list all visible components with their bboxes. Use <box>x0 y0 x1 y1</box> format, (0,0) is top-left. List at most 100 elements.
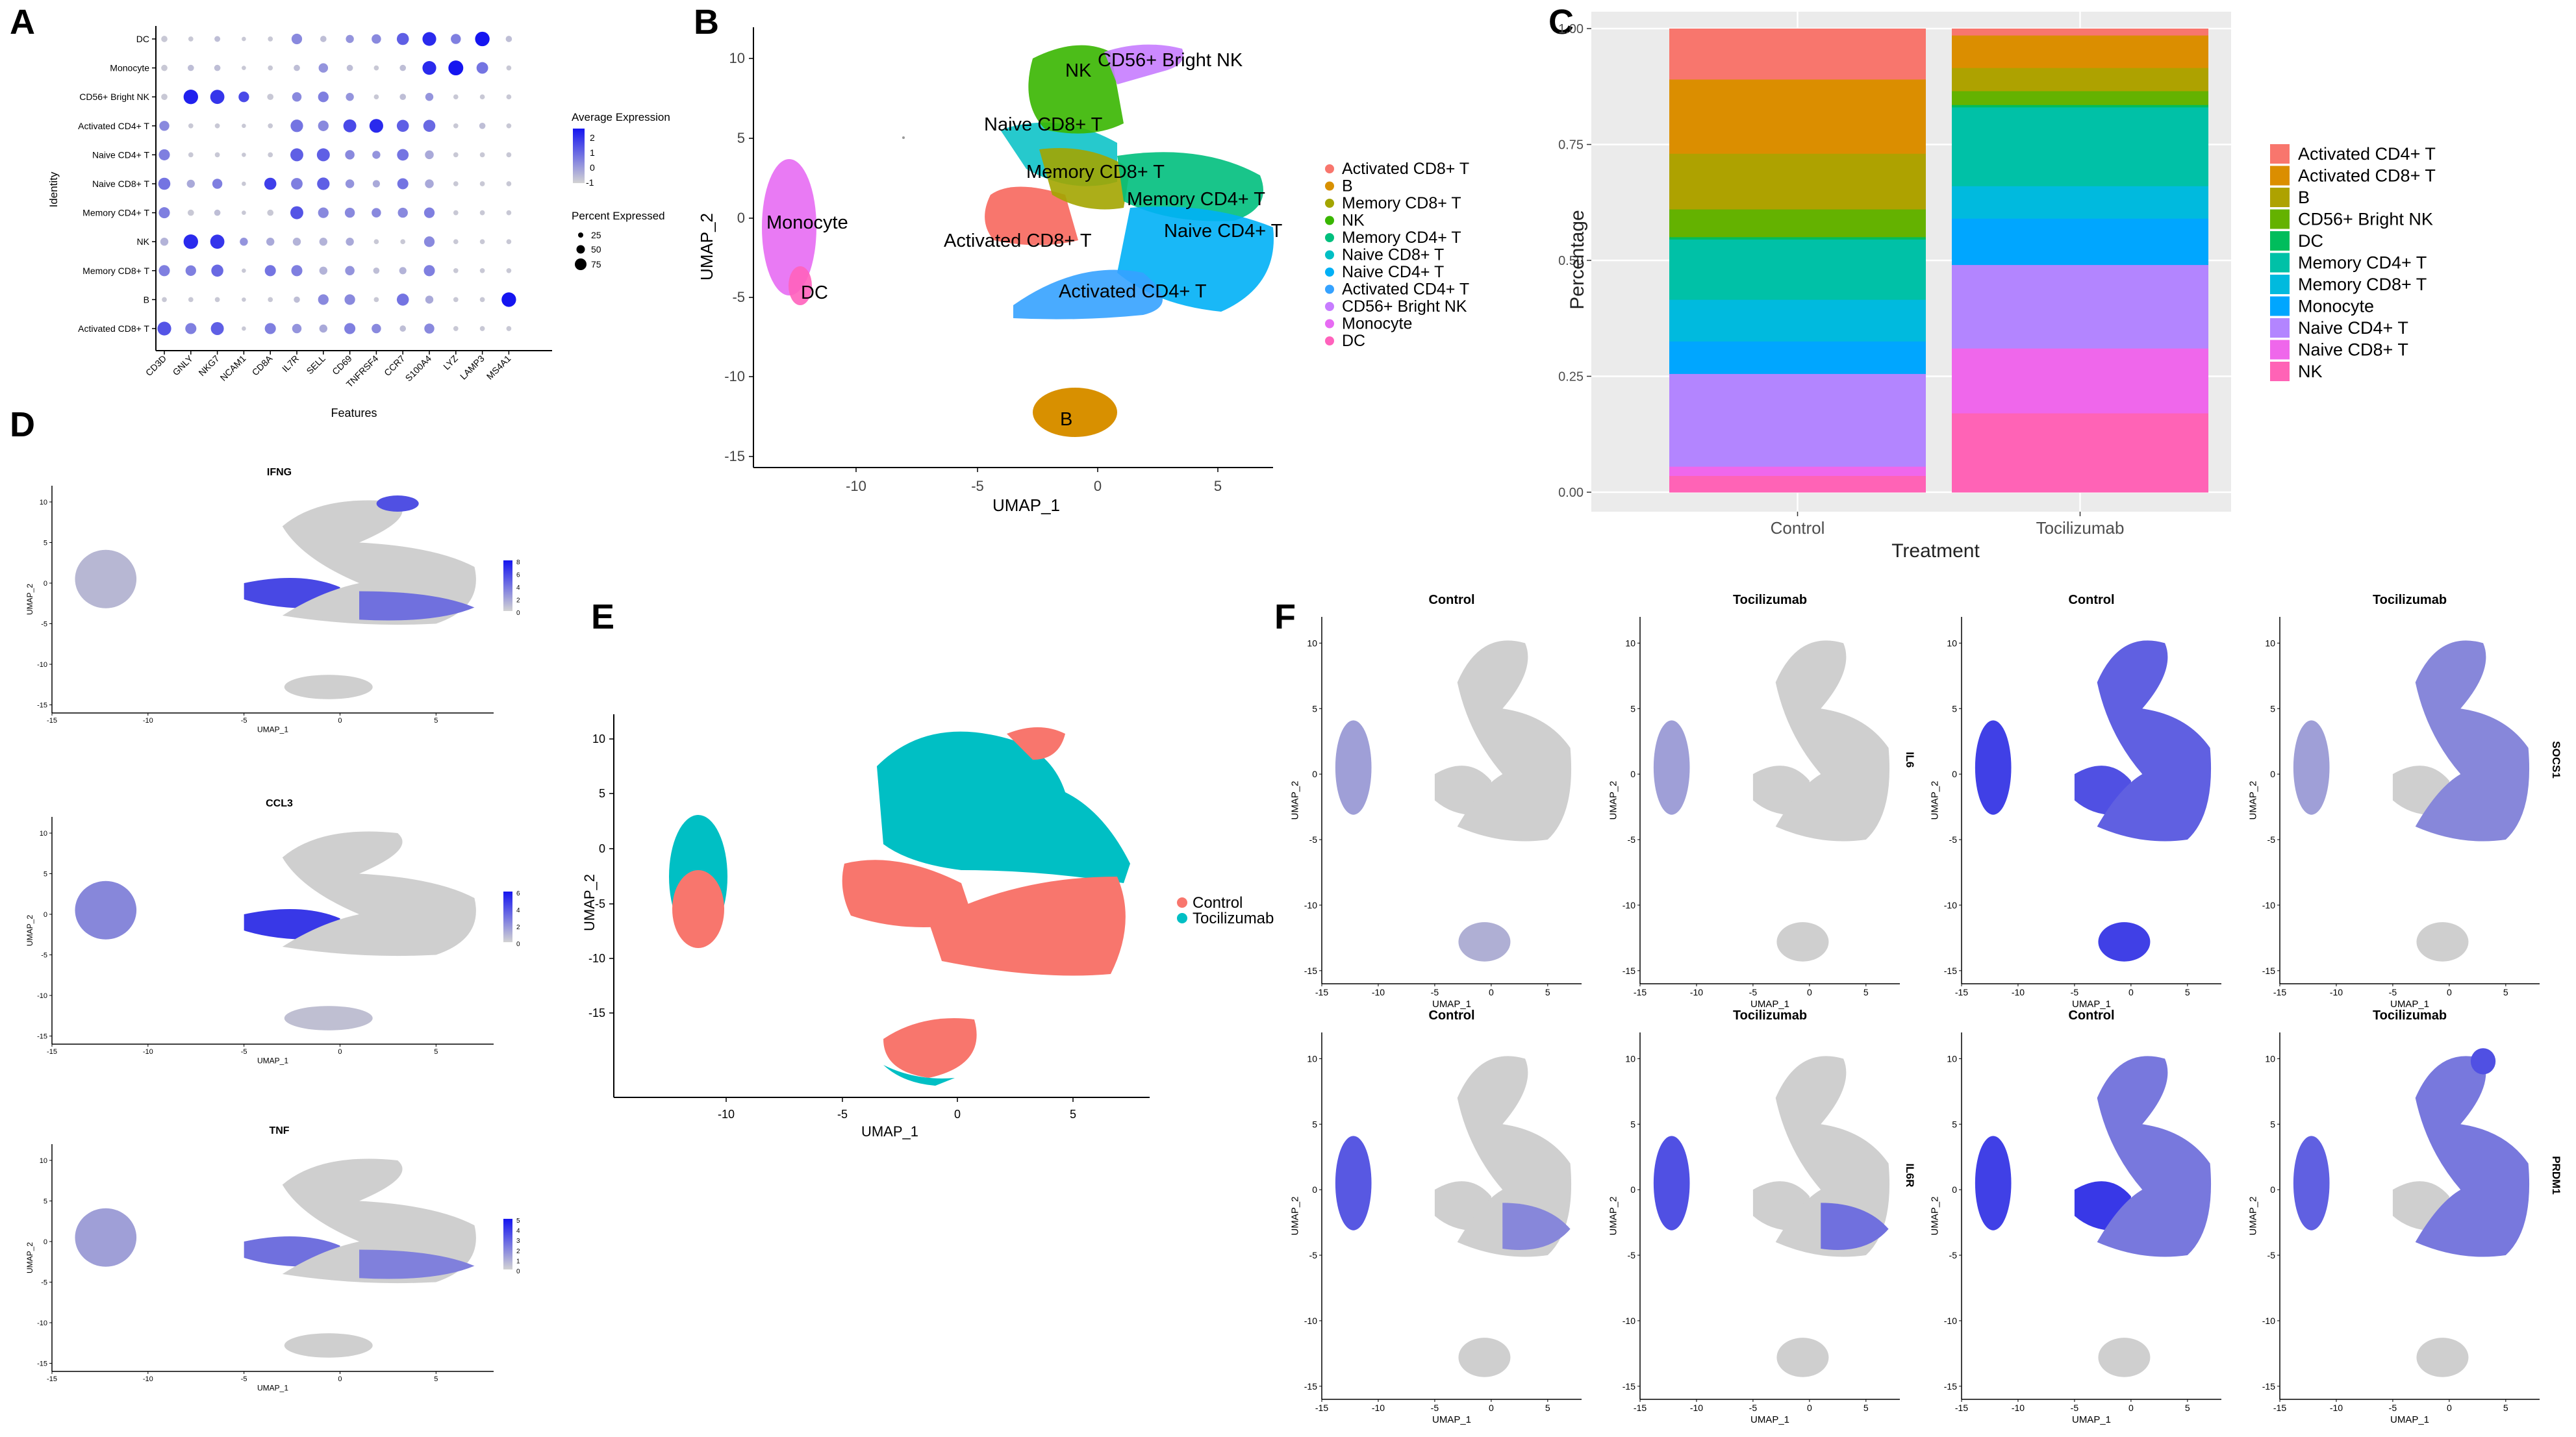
dot-activated-cd8-t-il7r <box>292 323 302 334</box>
axis-ylabel: UMAP_2 <box>1608 1196 1619 1235</box>
dot-monocyte-ccr7 <box>399 64 407 71</box>
identity-label: CD56+ Bright NK <box>79 92 149 102</box>
axis-tick-label: 0 <box>2447 987 2452 997</box>
colorbar-tick: 4 <box>516 1228 520 1235</box>
cluster-activated-cd4t <box>1013 269 1163 319</box>
axis-tick-label: 5 <box>434 1375 438 1383</box>
legend-c-key <box>2270 209 2290 229</box>
axis-ylabel: UMAP_2 <box>25 584 34 615</box>
umap-cell-cloud <box>1653 720 1690 815</box>
colorbar-tick: 2 <box>516 597 520 605</box>
dot-activated-cd4-t-sell <box>318 120 329 131</box>
dot-monocyte-lyz <box>448 60 464 76</box>
umap-label: Monocyte <box>766 212 848 233</box>
bar-tocilizumab-naive-cd8-t <box>1952 348 2208 414</box>
bar-tocilizumab-activated-cd4-t <box>1952 29 2208 36</box>
axis-tick-label: 5 <box>2185 987 2190 997</box>
dot-b-il7r <box>294 296 300 303</box>
umap-cell-cloud <box>1335 720 1372 815</box>
axis-tick-label: 0 <box>338 1048 342 1056</box>
dot-activated-cd8-t-ncam1 <box>242 326 246 331</box>
legend-b-key <box>1325 302 1334 311</box>
axis-tick-label: -15 <box>47 717 57 725</box>
dot-nk-sell <box>319 238 327 246</box>
axis-tick-label: -10 <box>1623 900 1635 910</box>
umap-cell-cloud <box>284 675 373 699</box>
dot-dc-nkg7 <box>214 36 221 42</box>
cluster-nk <box>1028 45 1124 134</box>
legend-c-label: Naive CD8+ T <box>2298 340 2408 360</box>
dot-monocyte-sell <box>318 63 329 73</box>
panel-c-ylabel: Percentage <box>1567 210 1588 309</box>
bar-tocilizumab-memory-cd8-t <box>1952 186 2208 219</box>
dot-naive-cd4-t-il7r <box>290 148 303 162</box>
split-feature-plot: Tocilizumab -15 -10 -5 0 5 10 5 0 -5 -10 -15 UMAP_1 U… <box>2248 1008 2540 1425</box>
legend-e-tocilizumab-key <box>1177 913 1187 923</box>
axis-tick-label: -10 <box>588 952 605 965</box>
legend-e-control-key <box>1177 897 1187 908</box>
panel-d: IFNG-15 -10 -5 0 51050-5-10-15UMAP_1UMAP_286… <box>25 467 520 1392</box>
dot-activated-cd4-t-ccr7 <box>396 119 409 132</box>
axis-tick-label: -10 <box>2012 987 2025 997</box>
bar-control-monocyte <box>1669 341 1926 375</box>
axis-tick-label: 10 <box>1947 638 1957 648</box>
axis-tick-label: 0 <box>2270 769 2275 779</box>
dot-activated-cd4-t-gnly <box>188 123 194 129</box>
dot-activated-cd4-t-tnfrsf4 <box>369 119 383 133</box>
dot-nk-nkg7 <box>210 234 225 249</box>
dot-activated-cd4-t-nkg7 <box>214 123 220 129</box>
axis-tick-label: -10 <box>37 661 47 669</box>
axis-tick-label: 0 <box>599 842 605 855</box>
dot-naive-cd8-t-gnly <box>186 179 195 188</box>
feature-colorbar <box>503 560 512 611</box>
axis-tick-label: -15 <box>1623 1381 1635 1392</box>
axis-tick-label: -5 <box>2071 1403 2079 1413</box>
umap-cell-cloud <box>1457 1056 1572 1257</box>
axis-tick-label: 5 <box>737 130 745 146</box>
axis-tick-label: -15 <box>2273 987 2286 997</box>
umap-cell-cloud <box>1457 640 1572 842</box>
panel-f: Control -15 -10 -5 0 5 10 5 0 -5 -10 -15 UMAP_1 UMAP_… <box>1290 593 2562 1425</box>
dot-naive-cd8-t-ccr7 <box>397 178 409 190</box>
axis-tick-label: -5 <box>595 897 605 910</box>
legend-c-label: Activated CD4+ T <box>2298 144 2436 164</box>
dot-activated-cd8-t-ms4a1 <box>506 326 512 331</box>
panel-letter-c: C <box>1548 3 1574 42</box>
umap-cell-cloud <box>1821 1203 1889 1250</box>
identity-label: Memory CD8+ T <box>82 266 149 276</box>
dot-monocyte-il7r <box>294 64 300 71</box>
dot-monocyte-s100a4 <box>422 61 436 75</box>
umap-cell-cloud <box>2293 1136 2330 1231</box>
dot-b-tnfrsf4 <box>373 297 379 303</box>
umap-cell-cloud <box>1776 1338 1829 1377</box>
axis-tick-label: -15 <box>37 1360 47 1368</box>
group-control-region <box>672 870 724 948</box>
legend-c-key <box>2270 231 2290 251</box>
colorbar-tick: 0 <box>516 610 520 617</box>
dot-naive-cd8-t-ncam1 <box>242 181 246 186</box>
feature-plot-ifng: IFNG -15 -10 -5 0 5 10 5 0 -5 -10 -15 UMAP_1 UMAP_2 8 6… <box>25 467 520 734</box>
legend-b-key <box>1325 319 1334 329</box>
dot-nk-ms4a1 <box>506 239 512 245</box>
axis-tick-label: 10 <box>40 1157 47 1165</box>
colorbar-tick: 1 <box>516 1258 520 1265</box>
axis-tick-label: 5 <box>1312 703 1317 714</box>
umap-cell-cloud <box>1775 1056 1890 1257</box>
legend-b-label: CD56+ Bright NK <box>1342 297 1467 316</box>
gene-label: IL6 <box>1904 752 1916 768</box>
axis-tick-label: -5 <box>971 478 984 494</box>
dot-activated-cd8-t-sell <box>319 324 327 333</box>
umap-cell-cloud <box>282 1158 476 1284</box>
axis-tick-label: 0 <box>338 1375 342 1383</box>
dot-naive-cd4-t-gnly <box>188 152 194 158</box>
cluster-dc <box>789 266 812 305</box>
dot-activated-cd8-t-gnly <box>185 323 197 334</box>
split-plot-title: Tocilizumab <box>1733 1008 1807 1023</box>
axis-tick-label: 0 <box>44 580 47 588</box>
dot-cd56-bright-nk-il7r <box>292 92 302 102</box>
bar-tocilizumab-b <box>1952 68 2208 92</box>
legend-b-label: Naive CD8+ T <box>1342 246 1444 264</box>
axis-tick-label: 5 <box>44 870 47 878</box>
dot-memory-cd4-t-s100a4 <box>423 207 435 218</box>
umap-label: Naive CD4+ T <box>1164 221 1283 242</box>
